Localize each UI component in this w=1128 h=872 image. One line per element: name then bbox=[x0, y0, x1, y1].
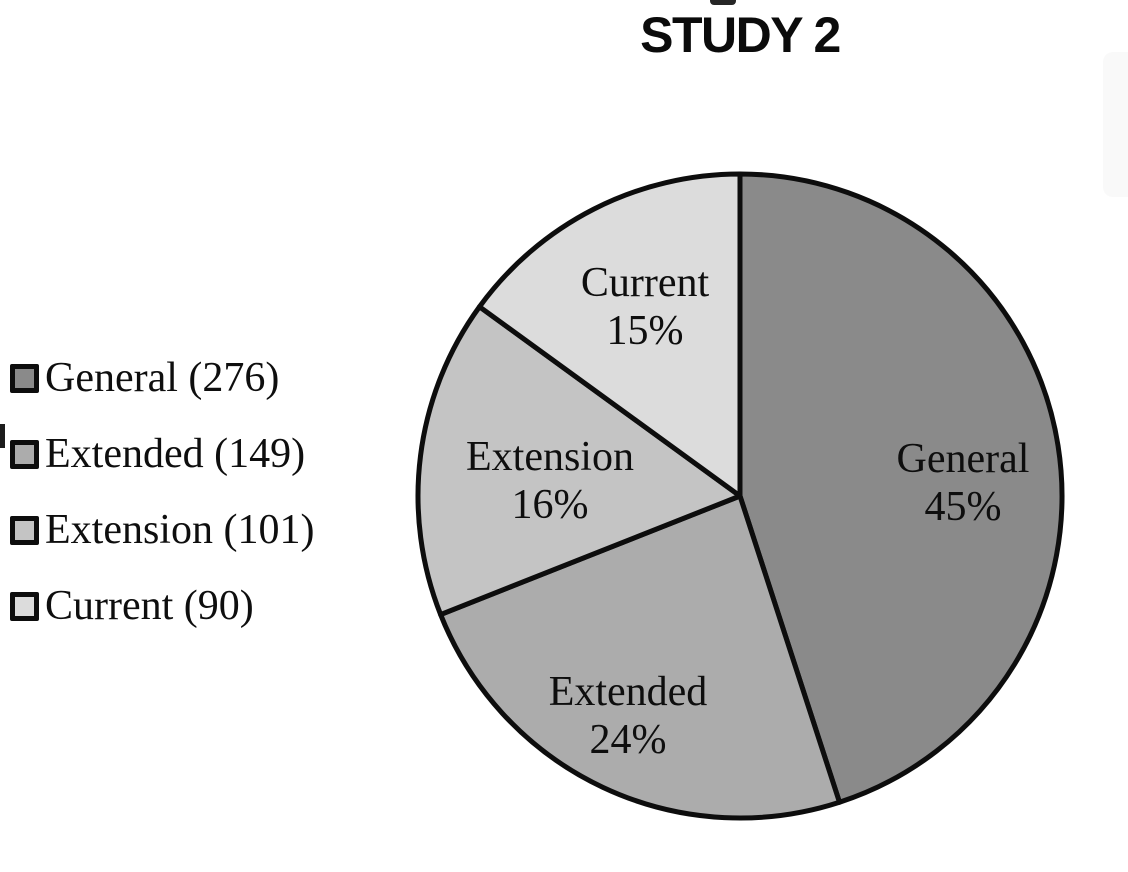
legend-item-general: General (276) bbox=[10, 357, 314, 400]
legend-label: General (276) bbox=[45, 355, 280, 401]
pie-label-extension: Extension 16% bbox=[466, 434, 634, 528]
legend-label: Current (90) bbox=[45, 583, 254, 629]
pie-label-current: Current 15% bbox=[581, 260, 710, 354]
pie-label-extended: Extended 24% bbox=[549, 669, 708, 763]
pie-slice-general bbox=[737, 171, 1065, 805]
legend-swatch-extension bbox=[10, 516, 39, 545]
legend-label: Extended (149) bbox=[45, 431, 306, 477]
cropped-mark-artifact-left bbox=[0, 424, 5, 448]
legend-item-current: Current (90) bbox=[10, 585, 314, 628]
pie-svg: General 45% Extended 24% Extension 16% Current… bbox=[415, 171, 1065, 821]
legend-swatch-extended bbox=[10, 440, 39, 469]
legend-item-extended: Extended (149) bbox=[10, 433, 314, 476]
legend: General (276) Extended (149) Extension (… bbox=[10, 357, 314, 628]
pie-slice-current bbox=[477, 171, 743, 499]
cropped-text-artifact-top bbox=[710, 0, 736, 5]
legend-label: Extension (101) bbox=[45, 507, 315, 553]
pie-chart: General 45% Extended 24% Extension 16% Current… bbox=[410, 166, 1070, 826]
faint-artifact-top-right bbox=[1103, 52, 1128, 197]
pie-slice-extension bbox=[415, 304, 743, 618]
pie-label-general: General 45% bbox=[897, 436, 1030, 530]
legend-item-extension: Extension (101) bbox=[10, 509, 314, 552]
chart-title: STUDY 2 bbox=[640, 7, 841, 63]
legend-swatch-general bbox=[10, 364, 39, 393]
legend-swatch-current bbox=[10, 592, 39, 621]
